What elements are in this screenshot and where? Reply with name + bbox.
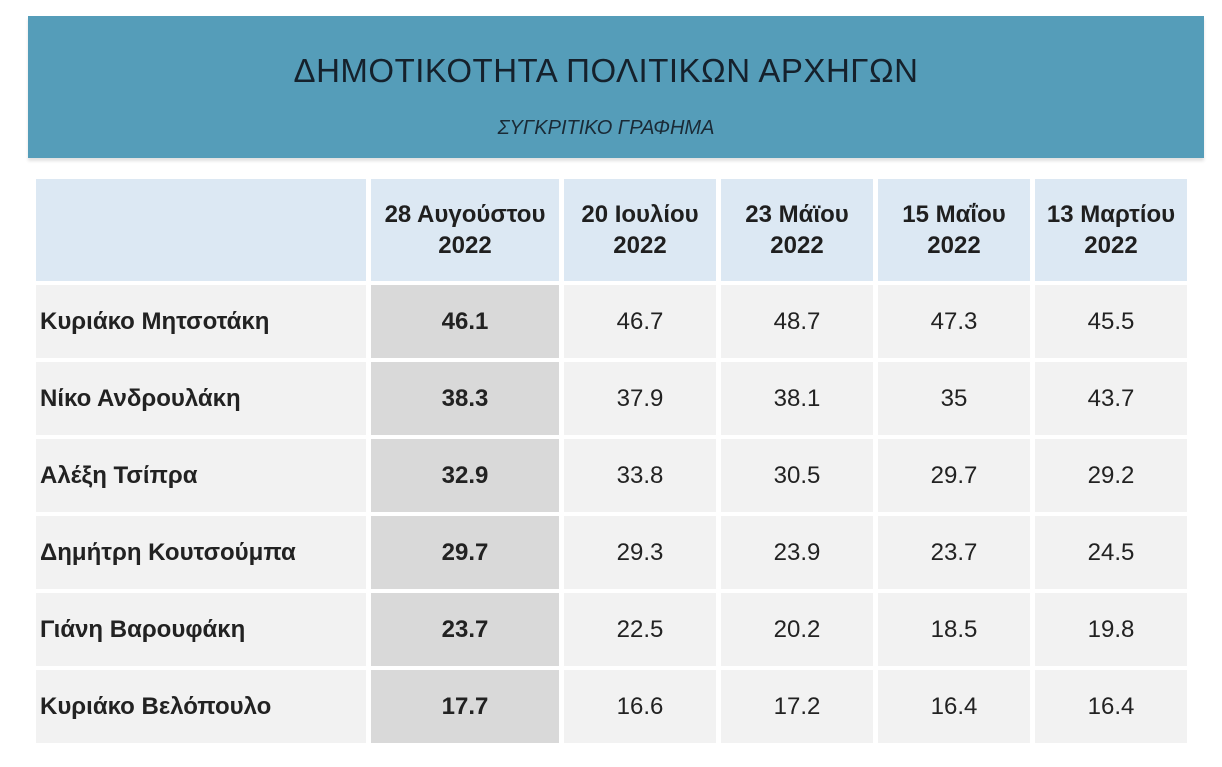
table-cell-value: 30.5	[721, 439, 873, 512]
column-header: 23 Μάϊου 2022	[721, 179, 873, 281]
column-header-date: 15 Μαΐου	[902, 201, 1006, 228]
column-header: 20 Ιουλίου 2022	[564, 179, 716, 281]
column-header-year: 2022	[613, 232, 667, 259]
table-cell-value: 38.1	[721, 362, 873, 435]
column-header-date: 13 Μαρτίου	[1046, 201, 1176, 228]
table-header-row: 28 Αυγούστου 2022 20 Ιουλίου 2022 23 Μάϊ…	[36, 179, 1187, 281]
popularity-table: 28 Αυγούστου 2022 20 Ιουλίου 2022 23 Μάϊ…	[31, 175, 1192, 747]
page-title: ΔΗΜΟΤΙΚΟΤΗΤΑ ΠΟΛΙΤΙΚΩΝ ΑΡΧΗΓΩΝ	[293, 52, 919, 89]
table-row: Αλέξη Τσίπρα 32.9 33.8 30.5 29.7 29.2	[36, 439, 1187, 512]
table-cell-value: 23.7	[878, 516, 1030, 589]
table-row: Νίκο Ανδρουλάκη 38.3 37.9 38.1 35 43.7	[36, 362, 1187, 435]
table-cell-value: 48.7	[721, 285, 873, 358]
column-header-year: 2022	[770, 232, 824, 259]
column-header: 13 Μαρτίου 2022	[1035, 179, 1187, 281]
leader-name: Γιάνη Βαρουφάκη	[36, 593, 366, 666]
table-cell-value: 16.6	[564, 670, 716, 743]
table-cell-value: 37.9	[564, 362, 716, 435]
table-cell-value: 16.4	[1035, 670, 1187, 743]
leader-name: Αλέξη Τσίπρα	[36, 439, 366, 512]
table-corner-cell	[36, 179, 366, 281]
table-row: Γιάνη Βαρουφάκη 23.7 22.5 20.2 18.5 19.8	[36, 593, 1187, 666]
leader-name: Κυριάκο Μητσοτάκη	[36, 285, 366, 358]
table-cell-value: 46.7	[564, 285, 716, 358]
table-cell-value: 23.7	[371, 593, 559, 666]
table-cell-value: 47.3	[878, 285, 1030, 358]
table-cell-value: 45.5	[1035, 285, 1187, 358]
table-cell-value: 17.2	[721, 670, 873, 743]
table-cell-value: 35	[878, 362, 1030, 435]
table-cell-value: 29.3	[564, 516, 716, 589]
table-cell-value: 18.5	[878, 593, 1030, 666]
column-header-year: 2022	[927, 232, 981, 259]
page-subtitle: ΣΥΓΚΡΙΤΙΚΟ ΓΡΑΦΗΜΑ	[497, 117, 715, 139]
table-cell-value: 43.7	[1035, 362, 1187, 435]
column-header: 15 Μαΐου 2022	[878, 179, 1030, 281]
column-header-date: 23 Μάϊου	[745, 201, 849, 228]
table-row: Κυριάκο Μητσοτάκη 46.1 46.7 48.7 47.3 45…	[36, 285, 1187, 358]
table-cell-value: 29.7	[371, 516, 559, 589]
table-row: Δημήτρη Κουτσούμπα 29.7 29.3 23.9 23.7 2…	[36, 516, 1187, 589]
table-cell-value: 23.9	[721, 516, 873, 589]
leader-name: Δημήτρη Κουτσούμπα	[36, 516, 366, 589]
table-cell-value: 17.7	[371, 670, 559, 743]
column-header-date: 20 Ιουλίου	[581, 201, 699, 228]
table-cell-value: 22.5	[564, 593, 716, 666]
table-cell-value: 29.2	[1035, 439, 1187, 512]
table-cell-value: 20.2	[721, 593, 873, 666]
leader-name: Νίκο Ανδρουλάκη	[36, 362, 366, 435]
column-header-date: 28 Αυγούστου	[384, 201, 546, 228]
table-cell-value: 32.9	[371, 439, 559, 512]
column-header: 28 Αυγούστου 2022	[371, 179, 559, 281]
table-cell-value: 33.8	[564, 439, 716, 512]
title-banner: ΔΗΜΟΤΙΚΟΤΗΤΑ ΠΟΛΙΤΙΚΩΝ ΑΡΧΗΓΩΝ ΣΥΓΚΡΙΤΙΚ…	[28, 16, 1204, 158]
table-cell-value: 46.1	[371, 285, 559, 358]
leader-name: Κυριάκο Βελόπουλο	[36, 670, 366, 743]
table-cell-value: 38.3	[371, 362, 559, 435]
table-row: Κυριάκο Βελόπουλο 17.7 16.6 17.2 16.4 16…	[36, 670, 1187, 743]
table-cell-value: 16.4	[878, 670, 1030, 743]
table-cell-value: 24.5	[1035, 516, 1187, 589]
column-header-year: 2022	[438, 232, 492, 259]
column-header-year: 2022	[1084, 232, 1138, 259]
table-cell-value: 29.7	[878, 439, 1030, 512]
table-cell-value: 19.8	[1035, 593, 1187, 666]
